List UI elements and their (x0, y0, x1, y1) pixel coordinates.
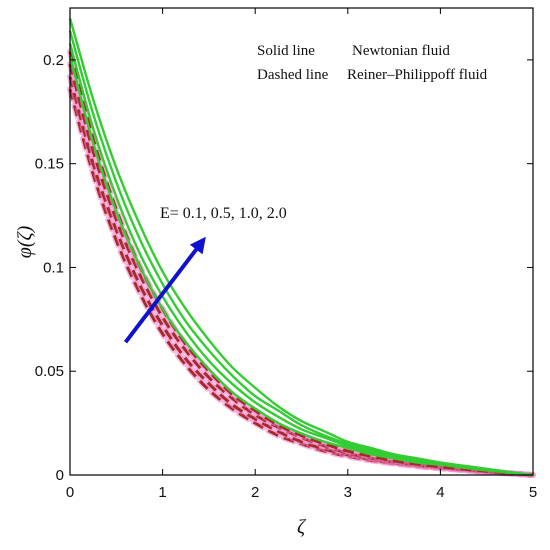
x-tick-label: 1 (158, 484, 166, 501)
solid-curve-4 (68, 18, 534, 477)
trend-arrow (123, 236, 206, 344)
y-axis-label: φ(ζ) (14, 225, 36, 258)
parameter-annotation: E= 0.1, 0.5, 1.0, 2.0 (160, 205, 287, 222)
legend-dashed-value: Reiner–Philippoff fluid (347, 67, 488, 83)
series-layer (67, 18, 536, 478)
legend-solid-value: Newtonian fluid (352, 43, 450, 59)
legend-solid-key: Solid line (257, 43, 315, 59)
x-tick-label: 0 (66, 484, 74, 501)
y-tick-label: 0 (56, 467, 64, 484)
y-tick-label: 0.2 (43, 52, 64, 69)
x-tick-label: 3 (344, 484, 352, 501)
axes-frame (69, 7, 534, 476)
x-tick-label: 2 (251, 484, 259, 501)
dashed-curve-6 (68, 76, 534, 477)
ticks-layer: 0 1 2 3 4 5 0 0.05 0.1 0.15 0.2 (35, 8, 537, 501)
legend: Solid line Newtonian fluid Dashed line R… (257, 43, 488, 83)
legend-dashed-key: Dashed line (257, 67, 329, 83)
x-axis-label: ζ (297, 516, 307, 538)
y-tick-label: 0.1 (43, 259, 64, 276)
y-tick-label: 0.15 (35, 156, 64, 173)
x-tick-label: 5 (529, 484, 537, 501)
x-tick-label: 4 (436, 484, 444, 501)
y-tick-label: 0.05 (35, 363, 64, 380)
arrow-layer (123, 236, 206, 344)
